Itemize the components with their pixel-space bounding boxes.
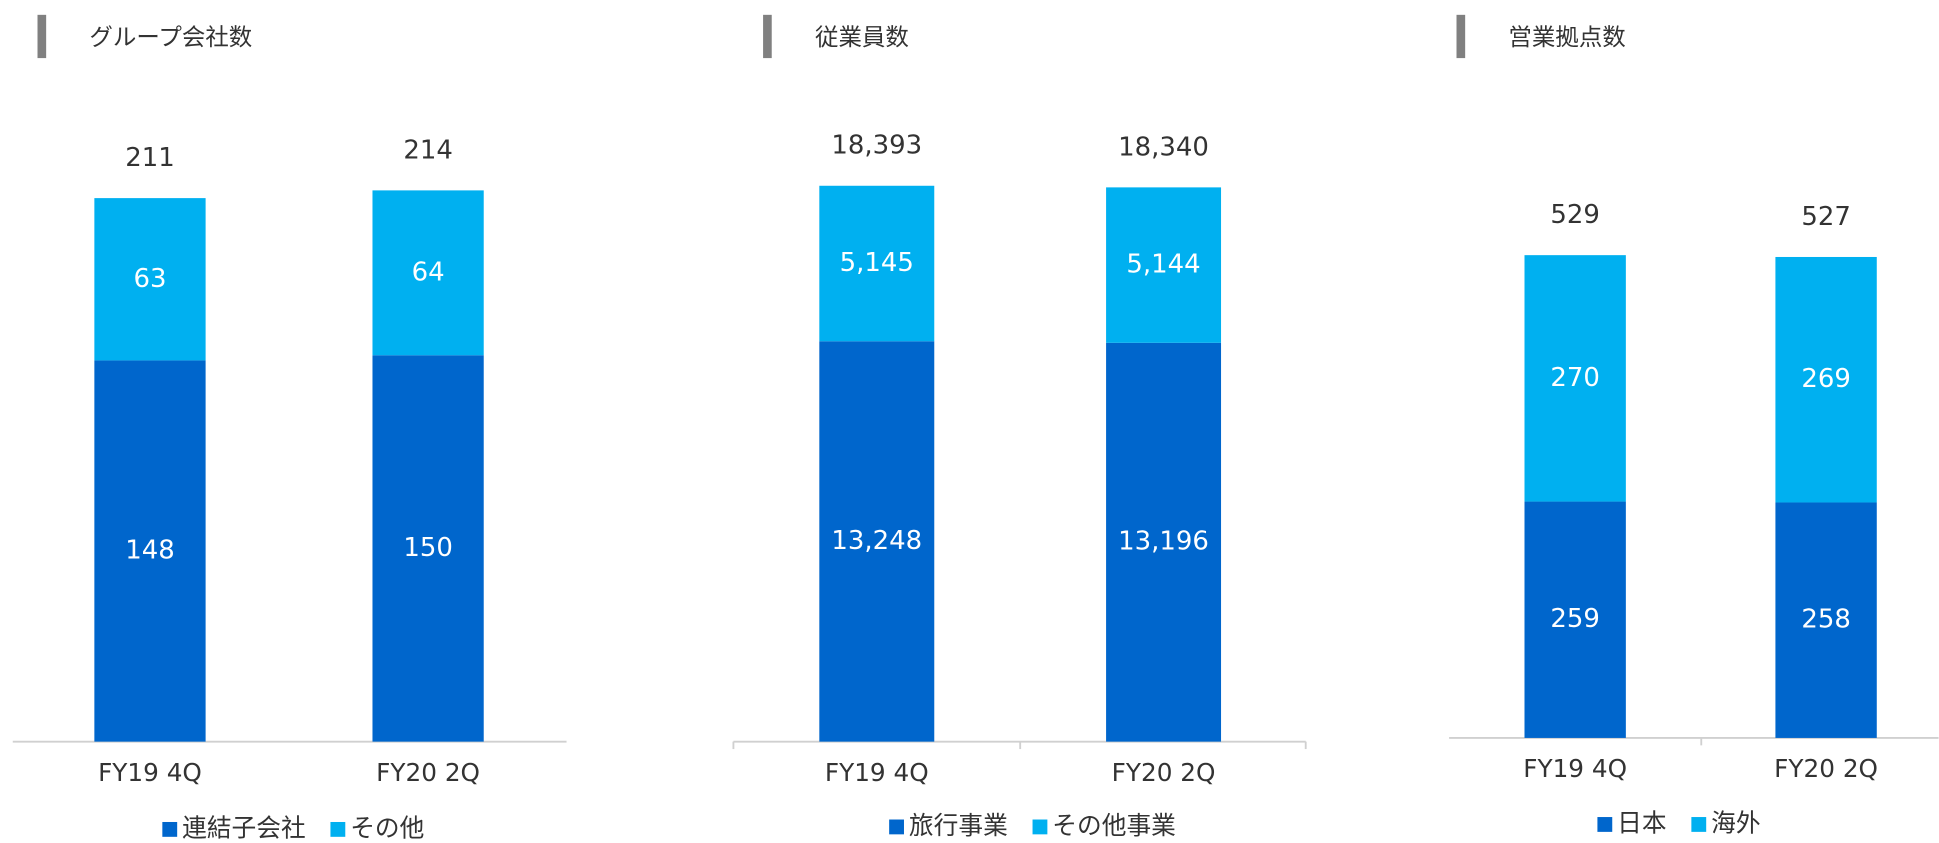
total-label: 527	[1801, 202, 1851, 232]
legend-swatch	[162, 821, 178, 837]
legend-swatch	[330, 821, 346, 837]
total-label: 211	[125, 143, 175, 173]
value-label: 63	[133, 264, 166, 294]
x-tick-label: FY20 2Q	[1774, 754, 1878, 783]
legend-label: 日本	[1617, 808, 1666, 837]
legend-label: その他事業	[1052, 811, 1176, 840]
value-label: 5,145	[840, 248, 914, 278]
legend-swatch	[1597, 817, 1613, 832]
total-label: 18,393	[831, 131, 922, 161]
bar-segment	[819, 341, 935, 742]
chart-title: 従業員数	[815, 23, 909, 51]
chart-title: グループ会社数	[89, 23, 252, 51]
legend-label: 連結子会社	[182, 813, 306, 842]
legend-label: その他	[350, 813, 424, 842]
header-marker	[763, 14, 772, 59]
x-tick-label: FY20 2Q	[376, 758, 480, 787]
total-label: 18,340	[1118, 132, 1209, 162]
header-marker	[37, 14, 47, 59]
bar-segment	[94, 198, 206, 361]
bar-segment	[1524, 255, 1626, 502]
x-tick-label: FY20 2Q	[1112, 758, 1216, 787]
value-label: 270	[1550, 363, 1600, 393]
bar-segment	[372, 190, 484, 356]
bar-segment	[372, 355, 484, 742]
bar-segment	[819, 185, 935, 342]
bar-segment	[1775, 502, 1877, 738]
bar-segment	[1106, 187, 1222, 343]
legend-label: 旅行事業	[909, 811, 1008, 840]
x-tick-label: FY19 4Q	[1523, 754, 1627, 783]
value-label: 5,144	[1126, 250, 1200, 280]
value-label: 13,196	[1118, 527, 1209, 557]
x-tick-label: FY19 4Q	[98, 758, 202, 787]
value-label: 13,248	[831, 526, 922, 556]
bar-segment	[1524, 501, 1626, 738]
bar-segment	[1106, 342, 1222, 742]
bar-segment	[1775, 256, 1877, 503]
value-label: 64	[412, 257, 445, 287]
value-label: 269	[1801, 364, 1851, 394]
total-label: 529	[1550, 200, 1600, 230]
legend-swatch	[1032, 819, 1048, 835]
value-label: 259	[1550, 604, 1600, 634]
legend-swatch	[1691, 817, 1707, 832]
value-label: 150	[403, 533, 453, 563]
legend-label: 海外	[1711, 808, 1760, 837]
value-label: 148	[125, 536, 175, 566]
chart-title: 営業拠点数	[1508, 23, 1625, 51]
total-label: 214	[403, 135, 453, 165]
legend-swatch	[889, 819, 904, 835]
value-label: 258	[1801, 605, 1851, 635]
header-marker	[1456, 14, 1466, 59]
x-tick-label: FY19 4Q	[825, 758, 929, 787]
bar-segment	[94, 360, 206, 742]
